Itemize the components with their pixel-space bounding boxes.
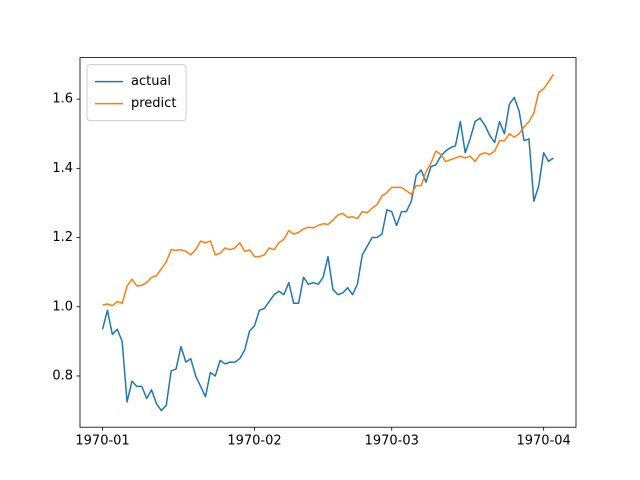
- line-series: [102, 73, 555, 307]
- legend-label: predict: [131, 96, 176, 111]
- x-tick-label: 1970-03: [365, 434, 419, 449]
- line-series: [101, 96, 554, 412]
- legend-box: [86, 64, 187, 122]
- y-tick-label: 1.6: [52, 92, 73, 107]
- axes-frame: [79, 57, 577, 428]
- x-tick-label: 1970-04: [516, 434, 570, 449]
- y-tick-label: 0.8: [52, 368, 73, 383]
- y-tick-label: 1.2: [52, 230, 73, 245]
- x-tick-label: 1970-02: [227, 434, 281, 449]
- y-tick-label: 1.4: [52, 161, 73, 176]
- x-tick-label: 1970-01: [75, 434, 129, 449]
- legend-label: actual: [131, 74, 171, 89]
- y-tick-label: 1.0: [52, 299, 73, 314]
